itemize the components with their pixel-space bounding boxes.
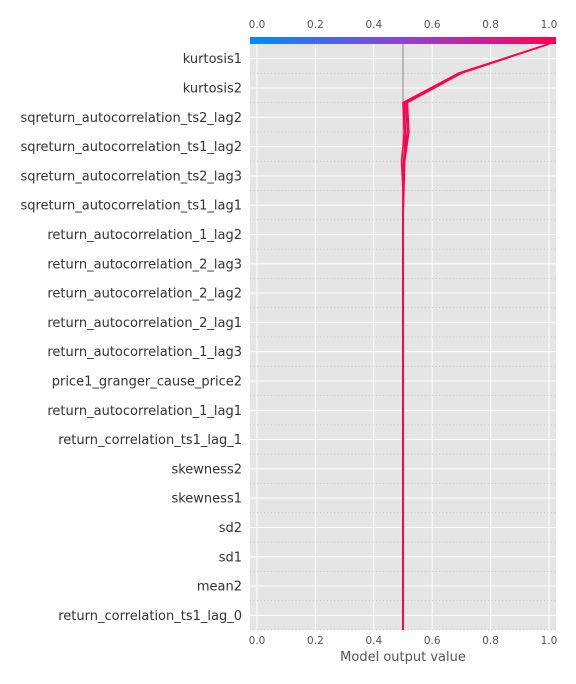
- decision-line-3: [400, 43, 550, 630]
- feature-label-2: sqreturn_autocorrelation_ts2_lag2: [20, 111, 242, 126]
- feature-label-15: skewness1: [171, 492, 242, 507]
- feature-label-7: return_autocorrelation_2_lag3: [47, 257, 242, 272]
- decision-lines: [400, 43, 550, 630]
- feature-label-4: sqreturn_autocorrelation_ts2_lag3: [20, 169, 242, 184]
- feature-label-14: skewness2: [171, 462, 242, 477]
- top-tick-label-3: 0.6: [424, 19, 441, 31]
- top-tick-label-1: 0.2: [307, 19, 324, 31]
- feature-label-19: return_correlation_ts1_lag_0: [58, 609, 242, 624]
- bottom-tick-label-2: 0.4: [365, 635, 382, 647]
- feature-label-17: sd1: [219, 550, 242, 565]
- feature-label-0: kurtosis1: [183, 52, 242, 67]
- feature-label-16: sd2: [219, 521, 242, 536]
- feature-labels: kurtosis1 kurtosis2 sqreturn_autocorrelati…: [20, 52, 242, 624]
- feature-label-3: sqreturn_autocorrelation_ts1_lag2: [20, 140, 242, 155]
- bottom-tick-label-4: 0.8: [482, 635, 499, 647]
- colorbar: [250, 37, 556, 44]
- x-axis-label: Model output value: [340, 650, 466, 665]
- bottom-tick-label-1: 0.2: [307, 635, 324, 647]
- bottom-tick-label-0: 0.0: [249, 635, 266, 647]
- bottom-tick-labels: 0.0 0.2 0.4 0.6 0.8 1.0: [249, 635, 558, 647]
- top-tick-label-4: 0.8: [482, 19, 499, 31]
- feature-label-1: kurtosis2: [183, 81, 242, 96]
- feature-label-13: return_correlation_ts1_lag_1: [58, 433, 242, 448]
- feature-label-10: return_autocorrelation_1_lag3: [47, 345, 242, 360]
- feature-label-11: price1_granger_cause_price2: [52, 374, 242, 389]
- feature-label-9: return_autocorrelation_2_lag1: [47, 316, 242, 331]
- top-tick-label-2: 0.4: [365, 19, 382, 31]
- feature-label-12: return_autocorrelation_1_lag1: [47, 404, 242, 419]
- top-tick-labels: 0.0 0.2 0.4 0.6 0.8 1.0: [249, 19, 558, 31]
- bottom-tick-label-5: 1.0: [541, 635, 558, 647]
- bottom-tick-label-3: 0.6: [424, 635, 441, 647]
- feature-label-18: mean2: [197, 580, 242, 595]
- top-tick-label-5: 1.0: [541, 19, 558, 31]
- feature-label-6: return_autocorrelation_1_lag2: [47, 228, 242, 243]
- feature-label-5: sqreturn_autocorrelation_ts1_lag1: [20, 199, 242, 214]
- feature-label-8: return_autocorrelation_2_lag2: [47, 287, 242, 302]
- top-tick-label-0: 0.0: [249, 19, 266, 31]
